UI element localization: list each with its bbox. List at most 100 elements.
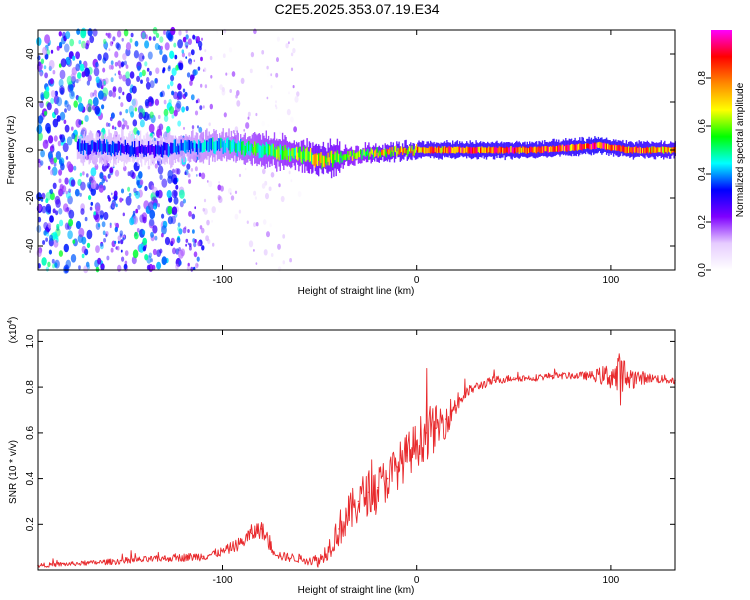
spectrogram-ridge-core: [552, 145, 554, 152]
spectrogram-ridge-core: [266, 144, 269, 157]
snr-panel: -100 0 100 0.2 0.4 0.6 0.8 1.0 Height of strai…: [7, 317, 676, 596]
spectrogram-ridge-core: [285, 148, 287, 160]
spectrogram-noise-speckle: [248, 240, 254, 248]
spectrogram-noise-speckle: [82, 171, 85, 176]
spectrogram-ridge-core: [600, 142, 602, 149]
spectrogram-noise-speckle: [163, 99, 167, 105]
spectrogram-noise-speckle: [51, 144, 55, 149]
spectrogram-ridge-core: [236, 143, 238, 157]
spectrogram-noise-speckle: [164, 236, 171, 246]
y-tick-label: 40: [25, 48, 36, 60]
spectrogram-ridge-core: [477, 146, 480, 153]
spectrogram-ridge-core: [523, 147, 525, 153]
spectrogram-ridge-core: [185, 140, 187, 154]
spectrogram-noise-speckle: [274, 104, 277, 108]
spectrogram-noise-speckle: [191, 213, 196, 220]
spectrogram-ridge-core: [433, 148, 435, 154]
spectrogram-noise-speckle: [240, 77, 245, 84]
spectrogram-ridge-core: [194, 141, 196, 153]
spectrogram-ridge-core: [243, 144, 245, 157]
spectrogram-noise-speckle: [261, 50, 265, 55]
spectrogram-noise-speckle: [177, 226, 181, 232]
spectrogram-noise-speckle: [290, 52, 294, 57]
spectrogram-noise-speckle: [39, 71, 43, 77]
spectrogram-ridge-core: [203, 139, 206, 152]
spectrogram-ridge-core: [360, 149, 362, 155]
spectrogram-ridge-core: [104, 143, 107, 153]
spectrogram-ridge-core: [413, 149, 415, 156]
spectrogram-ridge-core: [383, 149, 385, 157]
spectrogram-ridge-core: [356, 152, 358, 159]
spectrogram-noise-speckle: [108, 64, 112, 70]
spectrogram-ridge-core: [293, 148, 295, 160]
spectrogram-noise-speckle: [220, 185, 224, 192]
spectrogram-noise-speckle: [171, 206, 178, 215]
spectrogram-ridge-core: [513, 148, 516, 154]
spectrogram-noise-speckle: [78, 39, 82, 45]
spectrogram-noise-speckle: [171, 114, 175, 119]
spectrogram-ridge-core: [449, 147, 452, 154]
spectrogram-ridge-core: [463, 148, 466, 154]
spectrogram-noise-speckle: [114, 73, 117, 76]
spectrogram-ridge-halo: [370, 148, 372, 164]
spectrogram-noise-speckle: [297, 191, 302, 198]
spectrogram-ridge-core: [188, 140, 191, 150]
spectrogram-noise-speckle: [52, 70, 56, 75]
spectrogram-noise-speckle: [45, 266, 50, 272]
spectrogram-ridge-core: [393, 146, 396, 152]
spectrogram-noise-speckle: [112, 86, 117, 93]
spectrogram-ridge-core: [631, 147, 633, 154]
spectrogram-ridge-core: [591, 142, 594, 149]
spectrogram-noise-speckle: [187, 242, 190, 246]
x-tick-label: -100: [212, 275, 232, 286]
spectrogram-ridge-core: [220, 137, 222, 149]
spectrogram-ridge-core: [323, 156, 326, 168]
spectrogram-ridge-halo: [399, 146, 401, 162]
spectrogram-ridge-core: [533, 146, 535, 153]
spectrogram-ridge-core: [531, 146, 533, 153]
spectrogram-noise-speckle: [36, 225, 42, 233]
spectrogram-ridge-core: [447, 146, 449, 154]
spectrogram-noise-speckle: [294, 96, 299, 103]
spectrogram-noise-speckle: [121, 256, 125, 262]
spectrogram-ridge-core: [307, 150, 309, 160]
spectrogram-noise-speckle: [290, 67, 294, 72]
spectrogram-ridge-core: [164, 142, 166, 151]
spectrogram-ridge-core: [116, 143, 118, 156]
snr-data-point: [610, 374, 612, 377]
spectrogram-ridge-core: [333, 154, 335, 164]
spectrogram-ridge-core: [520, 147, 523, 153]
spectrogram-ridge-core: [545, 146, 547, 152]
spectrogram-noise-speckle: [147, 165, 151, 170]
spectrogram-noise-speckle: [65, 31, 71, 40]
spectrogram-noise-speckle: [203, 208, 208, 215]
spectrogram-ridge-core: [125, 145, 128, 155]
spectrogram-noise-speckle: [58, 169, 63, 176]
spectrogram-ridge-core: [646, 146, 648, 153]
spectrogram-noise-speckle: [148, 36, 152, 41]
spectrogram-noise-speckle: [170, 26, 176, 36]
spectrogram-noise-speckle: [149, 80, 155, 89]
spectrogram-noise-speckle: [228, 187, 232, 195]
x-tick-label: 100: [603, 575, 620, 586]
spectrogram-ridge-core: [581, 144, 583, 151]
spectrogram-noise-speckle: [136, 75, 141, 82]
spectrogram-ridge-core: [264, 146, 266, 155]
spectrogram-ridge-core: [604, 143, 607, 150]
spectrogram-ridge-core: [180, 139, 182, 151]
spectrogram-ridge-core: [299, 146, 301, 159]
spectrogram-noise-speckle: [40, 160, 44, 166]
spectrogram-noise-speckle: [146, 76, 150, 83]
spectrogram-ridge-core: [370, 148, 372, 154]
spectrogram-ridge-core: [357, 151, 360, 158]
spectrogram-noise-speckle: [132, 119, 138, 127]
spectrogram-noise-speckle: [132, 249, 139, 259]
spectrogram-ridge-core: [196, 144, 199, 155]
spectrogram-ridge-core: [79, 138, 81, 152]
spectrogram-ridge-core: [171, 142, 173, 155]
spectrogram-noise-speckle: [90, 167, 97, 177]
spectrogram-ridge-core: [255, 144, 257, 156]
spectrogram-noise-speckle: [81, 245, 87, 254]
spectrogram-ridge-core: [142, 144, 144, 154]
